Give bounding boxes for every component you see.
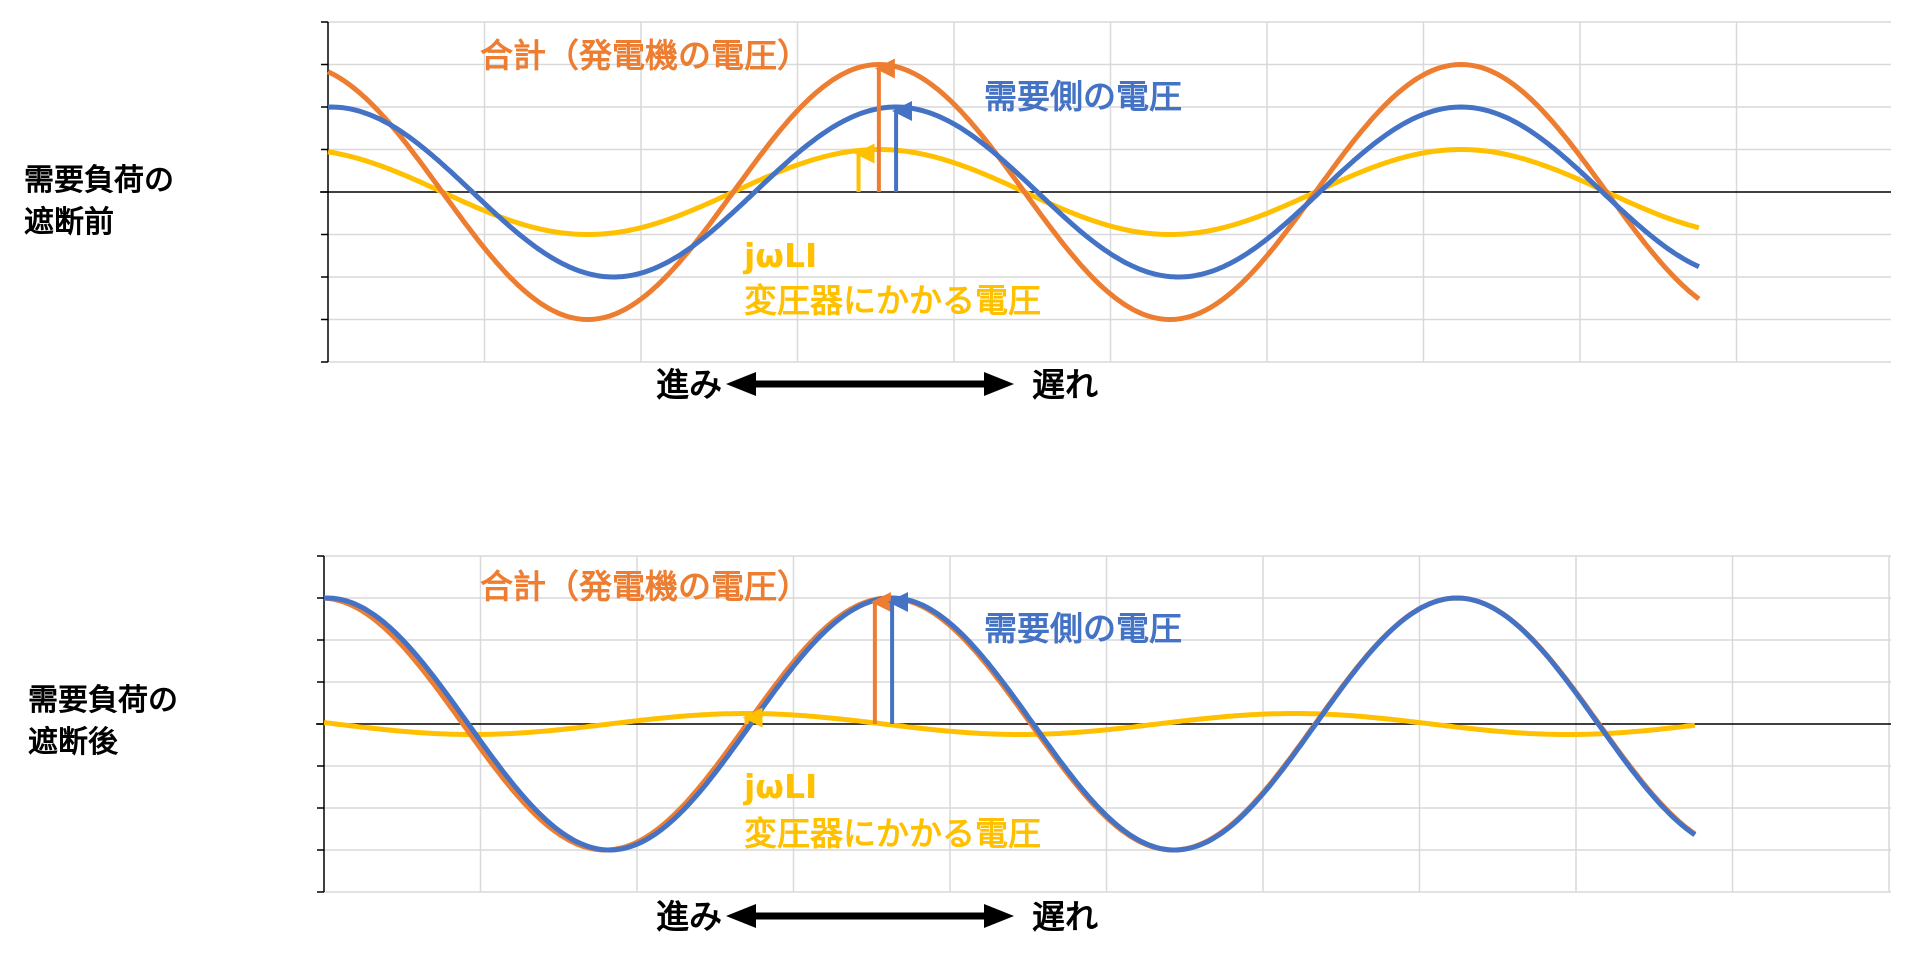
- series-demand-line: [323, 595, 1697, 853]
- series-transformer-line: [327, 147, 1700, 237]
- row-label-after: 需要負荷の 遮断後: [28, 683, 178, 760]
- label-demand-voltage: 需要側の電圧: [984, 609, 1182, 648]
- label-jwli: jωLI: [742, 236, 817, 275]
- label-transformer-voltage: 変圧器にかかる電圧: [744, 814, 1041, 853]
- label-lag: 遅れ: [1032, 897, 1098, 936]
- label-lag: 遅れ: [1032, 365, 1098, 404]
- label-lead: 進み: [656, 897, 722, 936]
- label-total-voltage: 合計（発電機の電圧）: [480, 567, 810, 606]
- lead-arrowhead: [726, 904, 756, 928]
- label-jwli: jωLI: [742, 767, 817, 806]
- label-total-voltage: 合計（発電機の電圧）: [480, 36, 810, 75]
- row-label-before: 需要負荷の 遮断前: [24, 163, 174, 240]
- lead-arrowhead: [726, 372, 756, 396]
- label-transformer-voltage: 変圧器にかかる電圧: [744, 281, 1041, 320]
- lag-arrowhead: [984, 904, 1014, 928]
- lag-arrowhead: [984, 372, 1014, 396]
- label-demand-voltage: 需要側の電圧: [984, 77, 1182, 116]
- series-total-line: [326, 62, 1701, 322]
- series-demand-line: [327, 104, 1700, 280]
- label-lead: 進み: [656, 365, 722, 404]
- series-transformer-line: [323, 711, 1696, 737]
